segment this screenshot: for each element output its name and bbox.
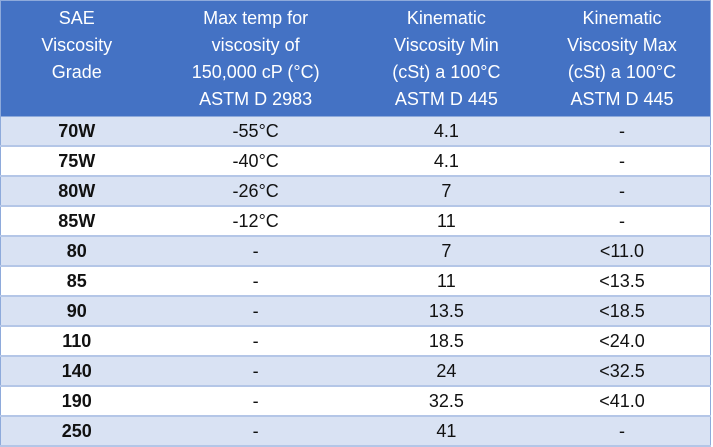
max-temp-cell: - xyxy=(152,416,359,447)
grade-cell: 70W xyxy=(0,116,153,147)
grade-cell: 250 xyxy=(0,416,153,447)
header-max-temp: Max temp for viscosity of 150,000 cP (°C… xyxy=(152,0,359,117)
grade-cell: 85W xyxy=(0,206,153,237)
kv-max-cell: <13.5 xyxy=(533,266,711,297)
table-body: 70W -55°C 4.1- 75W -40°C 4.1- 80W -26°C 7- 85W… xyxy=(0,116,711,447)
max-temp-cell: -40°C xyxy=(152,146,359,177)
max-temp-cell: - xyxy=(152,386,359,417)
kv-max-cell: - xyxy=(533,206,711,237)
kv-max-cell: <24.0 xyxy=(533,326,711,357)
table-row: 75W -40°C 4.1- xyxy=(0,146,711,177)
kv-max-cell: <41.0 xyxy=(533,386,711,417)
max-temp-cell: - xyxy=(152,356,359,387)
kv-max-cell: - xyxy=(533,416,711,447)
kv-min-cell: 18.5 xyxy=(358,326,534,357)
grade-cell: 75W xyxy=(0,146,153,177)
table-row: 70W -55°C 4.1- xyxy=(0,116,711,147)
grade-cell: 140 xyxy=(0,356,153,387)
kv-max-cell: <32.5 xyxy=(533,356,711,387)
kv-max-cell: - xyxy=(533,116,711,147)
kv-min-cell: 4.1 xyxy=(358,146,534,177)
kv-max-cell: - xyxy=(533,176,711,207)
kv-min-cell: 4.1 xyxy=(358,116,534,147)
grade-cell: 80W xyxy=(0,176,153,207)
kv-min-cell: 11 xyxy=(358,206,534,237)
table-row: 80-7 <11.0 xyxy=(0,236,711,267)
kv-min-cell: 32.5 xyxy=(358,386,534,417)
grade-cell: 80 xyxy=(0,236,153,267)
kv-min-cell: 24 xyxy=(358,356,534,387)
grade-cell: 90 xyxy=(0,296,153,327)
max-temp-cell: -55°C xyxy=(152,116,359,147)
max-temp-cell: - xyxy=(152,326,359,357)
grade-cell: 85 xyxy=(0,266,153,297)
header-sae-grade: SAE Viscosity Grade xyxy=(0,0,153,117)
header-kv-max: Kinematic Viscosity Max (cSt) a 100°C AS… xyxy=(533,0,711,117)
kv-max-cell: <18.5 xyxy=(533,296,711,327)
table-row: 190-32.5 <41.0 xyxy=(0,386,711,417)
table-row: 140-24 <32.5 xyxy=(0,356,711,387)
kv-min-cell: 7 xyxy=(358,236,534,267)
kv-min-cell: 41 xyxy=(358,416,534,447)
table-row: 110-18.5 <24.0 xyxy=(0,326,711,357)
kv-max-cell: - xyxy=(533,146,711,177)
kv-min-cell: 7 xyxy=(358,176,534,207)
table-row: 90-13.5 <18.5 xyxy=(0,296,711,327)
max-temp-cell: -26°C xyxy=(152,176,359,207)
kv-min-cell: 13.5 xyxy=(358,296,534,327)
max-temp-cell: - xyxy=(152,296,359,327)
header-kv-min: Kinematic Viscosity Min (cSt) a 100°C AS… xyxy=(358,0,534,117)
table-row: 85-11 <13.5 xyxy=(0,266,711,297)
max-temp-cell: -12°C xyxy=(152,206,359,237)
table-row: 250-41- xyxy=(0,416,711,447)
grade-cell: 110 xyxy=(0,326,153,357)
kv-max-cell: <11.0 xyxy=(533,236,711,267)
table-row: 85W -12°C 11- xyxy=(0,206,711,237)
max-temp-cell: - xyxy=(152,236,359,267)
grade-cell: 190 xyxy=(0,386,153,417)
kv-min-cell: 11 xyxy=(358,266,534,297)
max-temp-cell: - xyxy=(152,266,359,297)
table-header: SAE Viscosity Grade Max temp for viscosi… xyxy=(0,0,711,117)
table-row: 80W -26°C 7- xyxy=(0,176,711,207)
